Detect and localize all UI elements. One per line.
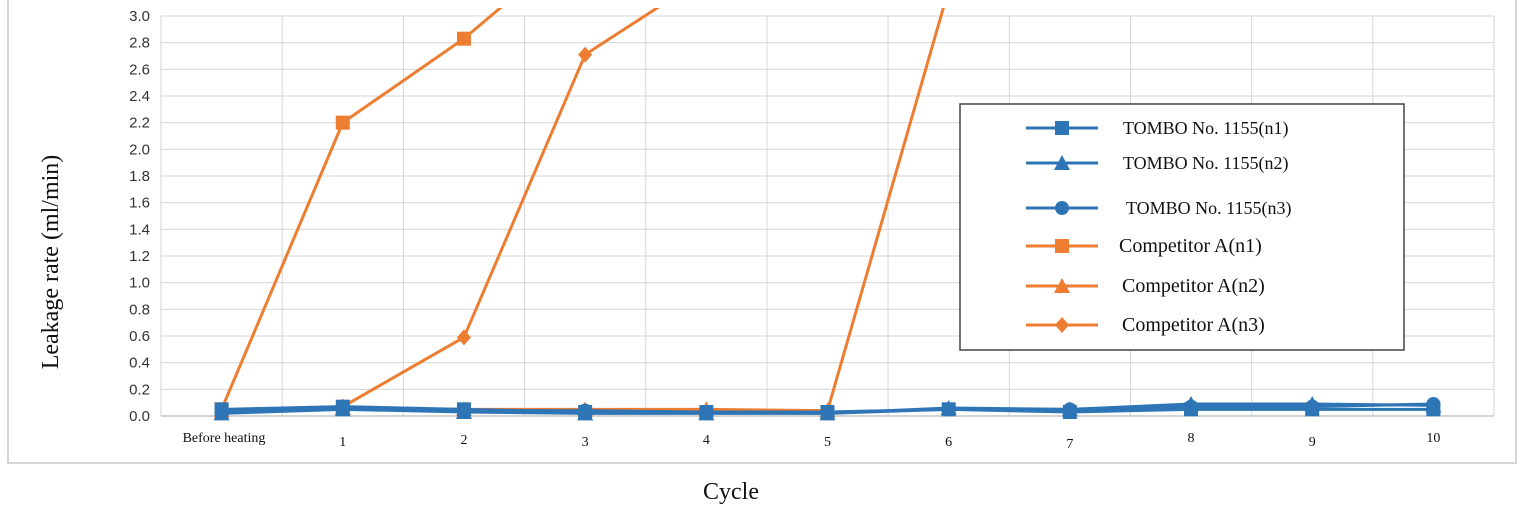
data-point (456, 403, 471, 418)
x-tick-label: 8 (1188, 431, 1195, 446)
data-point (456, 329, 471, 346)
legend-label: TOMBO No. 1155(n2) (1123, 153, 1289, 174)
data-point (1062, 402, 1077, 417)
data-point (1305, 399, 1320, 414)
series-3 (214, 397, 1441, 421)
y-tick-label: 2.2 (129, 115, 150, 132)
legend-marker (1055, 239, 1069, 253)
legend-label: Competitor A(n1) (1119, 235, 1262, 257)
data-point (578, 403, 593, 418)
data-point (941, 402, 956, 417)
data-point (1184, 399, 1199, 414)
y-tick-label: 1.0 (129, 275, 150, 292)
y-tick-label: 1.6 (129, 195, 150, 212)
y-tick-label: 0.6 (129, 328, 150, 345)
x-tick-label: 4 (703, 433, 710, 448)
data-point (820, 406, 835, 421)
legend-marker (1055, 317, 1069, 333)
x-tick-label: 10 (1426, 431, 1440, 446)
x-tick-label: 3 (582, 435, 589, 450)
x-tick-label: 5 (824, 435, 831, 450)
data-point (578, 46, 593, 63)
x-axis-label: Cycle (703, 479, 759, 505)
x-tick-label: 6 (945, 435, 952, 450)
y-tick-label: 0.4 (129, 355, 150, 372)
data-point (456, 31, 471, 46)
y-tick-labels: 0.0 0.2 0.4 0.6 0.8 1.0 1.2 1.4 1.6 1.8 2.0 2.2 2.4 2… (129, 8, 150, 425)
y-tick-label: 0.8 (129, 301, 150, 318)
x-tick-label: 7 (1066, 437, 1073, 452)
x-tick-label: 2 (460, 433, 467, 448)
x-tick-label: 1 (339, 435, 346, 450)
y-tick-label: 2.6 (129, 61, 150, 78)
legend-marker (1055, 121, 1069, 135)
y-tick-label: 2.8 (129, 35, 150, 52)
legend-label: Competitor A(n2) (1122, 275, 1265, 297)
legend-label: TOMBO No. 1155(n3) (1126, 198, 1292, 219)
legend-marker (1054, 278, 1070, 293)
series-group (213, 8, 1442, 421)
data-point (699, 405, 714, 419)
y-tick-label: 0.2 (129, 381, 150, 398)
data-point (214, 403, 229, 418)
y-tick-label: 2.4 (129, 88, 150, 105)
series-line (220, 8, 503, 410)
y-axis-label: Leakage rate (ml/min) (38, 155, 64, 370)
legend-label: Competitor A(n3) (1122, 314, 1265, 336)
legend-label: TOMBO No. 1155(n1) (1123, 118, 1289, 139)
data-point (1426, 397, 1441, 411)
legend-marker (1055, 201, 1069, 215)
y-tick-label: 3.0 (129, 8, 150, 25)
x-tick-label: Before heating (183, 431, 266, 446)
legend-box (959, 103, 1405, 351)
data-point (335, 115, 350, 130)
y-tick-label: 1.2 (129, 248, 150, 265)
y-tick-label: 1.8 (129, 168, 150, 185)
x-tick-label: 9 (1309, 435, 1316, 450)
y-tick-label: 0.0 (129, 408, 150, 425)
y-tick-label: 1.4 (129, 221, 150, 238)
legend: TOMBO No. 1155(n1) TOMBO No. 1155(n2) TOMB… (959, 103, 1405, 351)
y-tick-label: 2.0 (129, 141, 150, 158)
legend-marker (1054, 155, 1070, 170)
data-point (335, 399, 350, 414)
x-tick-labels: Before heating 1 2 3 4 5 6 7 8 9 10 (183, 431, 1441, 452)
